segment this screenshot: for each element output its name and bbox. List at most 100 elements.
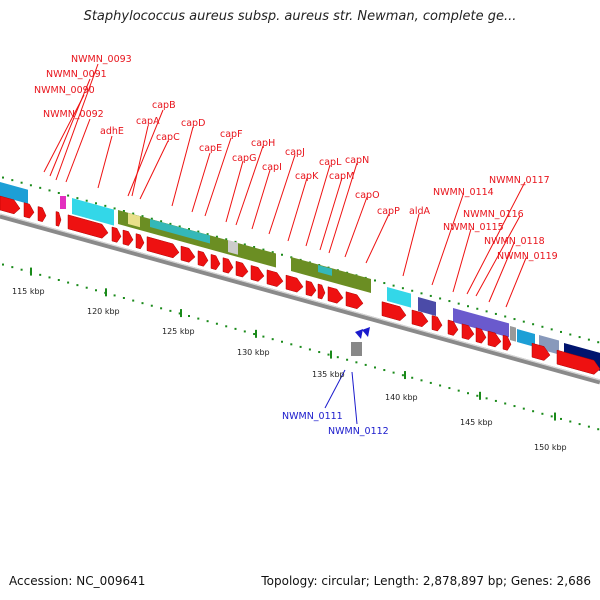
feature-purple-2[interactable]	[453, 308, 509, 338]
gene-arrow[interactable]	[531, 342, 551, 361]
gene-label[interactable]: capB	[152, 100, 176, 111]
gene-arrow[interactable]	[250, 265, 265, 282]
tick-dot	[485, 397, 488, 400]
gene-label[interactable]: capP	[377, 206, 400, 217]
tick-dot	[160, 220, 163, 223]
gene-label[interactable]: capL	[319, 157, 342, 168]
gene-label[interactable]: NWMN_0117	[489, 175, 550, 186]
gene-label[interactable]: NWMN_0093	[71, 54, 132, 65]
tick-dot	[2, 176, 4, 179]
tick-dot	[504, 315, 507, 318]
gene-arrow[interactable]	[67, 214, 109, 239]
tick-dot	[39, 273, 42, 276]
gene-label[interactable]: capF	[220, 129, 243, 140]
gene-arrow[interactable]	[556, 349, 600, 375]
tick-dot	[95, 202, 97, 205]
tick-dot	[141, 215, 144, 218]
tick-dot	[411, 289, 414, 292]
tick-dot	[95, 289, 97, 292]
gene-arrow[interactable]	[222, 257, 234, 274]
gene-arrow[interactable]	[135, 233, 145, 250]
gene-arrow[interactable]	[447, 319, 459, 336]
gene-arrow[interactable]	[111, 226, 122, 243]
gene-arrow[interactable]	[431, 315, 443, 332]
gene-label[interactable]: NWMN_0118	[484, 236, 545, 247]
gene-label[interactable]: adhE	[100, 126, 124, 137]
gene-labels-forward: NWMN_0093 NWMN_0091 NWMN_0090 NWMN_0092 …	[34, 54, 558, 262]
gene-label[interactable]: capO	[355, 190, 380, 201]
gene-arrow[interactable]	[146, 236, 180, 259]
tick-dot	[364, 363, 367, 366]
gene-arrow[interactable]	[210, 254, 221, 271]
gene-label[interactable]: NWMN_0119	[497, 251, 558, 262]
tick-dot	[225, 238, 228, 241]
tick-dot	[234, 240, 237, 243]
feature-magenta[interactable]	[60, 196, 66, 209]
gene-label-reverse[interactable]: NWMN_0111	[282, 411, 343, 422]
gene-label[interactable]: capD	[181, 118, 205, 129]
gene-label[interactable]: capK	[295, 171, 319, 182]
gene-arrow[interactable]	[235, 260, 249, 278]
gene-arrow[interactable]	[266, 269, 284, 287]
tick-dot	[383, 282, 386, 285]
gene-arrow[interactable]	[475, 327, 487, 344]
feature-grey-small[interactable]	[510, 326, 516, 342]
gene-label[interactable]: NWMN_0116	[463, 209, 524, 220]
gene-label-reverse[interactable]: NWMN_0112	[328, 426, 389, 437]
gene-label[interactable]: capM	[329, 171, 354, 182]
gene-label[interactable]: NWMN_0115	[443, 222, 504, 233]
gene-arrow[interactable]	[23, 202, 35, 219]
scale-label: 150 kbp	[534, 443, 567, 452]
cap-cluster-yellow[interactable]	[128, 213, 140, 228]
tick-dot	[494, 399, 497, 402]
gene-arrow[interactable]	[122, 229, 134, 246]
gene-arrow[interactable]	[180, 245, 196, 263]
feature-cyan-2[interactable]	[72, 198, 114, 226]
tick-dot	[485, 310, 488, 313]
gene-arrow[interactable]	[327, 286, 344, 304]
gene-arrow[interactable]	[487, 330, 502, 348]
gene-label[interactable]: NWMN_0114	[433, 187, 494, 198]
gene-label[interactable]: NWMN_0091	[46, 69, 107, 80]
gene-label[interactable]: capI	[262, 162, 282, 173]
cap-cluster-2-cyan[interactable]	[318, 264, 332, 276]
tick-dot	[420, 292, 423, 295]
gene-label[interactable]: aldA	[409, 206, 430, 217]
gene-arrow[interactable]	[461, 323, 475, 340]
gene-arrow[interactable]	[305, 280, 317, 297]
feature-cyan-1[interactable]	[0, 182, 28, 204]
gene-label[interactable]: capE	[199, 143, 222, 154]
gene-label[interactable]: capN	[345, 155, 369, 166]
feature-aldA-cyan[interactable]	[387, 287, 411, 308]
feature-cyan-3[interactable]	[517, 329, 535, 347]
cap-cluster-cyan[interactable]	[150, 219, 210, 244]
gene-arrow[interactable]	[197, 250, 209, 267]
gene-arrow[interactable]	[37, 206, 47, 223]
reverse-arrow-1[interactable]	[362, 327, 370, 337]
gene-label[interactable]: capH	[251, 138, 275, 149]
gene-arrow[interactable]	[411, 309, 429, 328]
gene-label[interactable]: NWMN_0092	[43, 109, 104, 120]
tick-dot	[215, 235, 218, 238]
feature-purple-1[interactable]	[418, 297, 436, 316]
gene-arrow[interactable]	[381, 301, 407, 321]
gene-label[interactable]: capA	[136, 116, 160, 127]
gene-label[interactable]: capG	[232, 153, 256, 164]
gene-arrow[interactable]	[317, 283, 326, 300]
gene-label[interactable]: capC	[156, 132, 180, 143]
genome-backbone-highlight	[0, 213, 600, 381]
gene-arrow[interactable]	[502, 334, 512, 351]
tick-dot	[429, 294, 432, 297]
tick-dot	[457, 389, 460, 392]
tick-dot	[243, 330, 246, 333]
reverse-arrow-2[interactable]	[355, 329, 363, 339]
gene-arrow[interactable]	[0, 195, 21, 215]
reverse-grey-feature[interactable]	[351, 342, 362, 356]
gene-label[interactable]: NWMN_0090	[34, 85, 95, 96]
gene-arrow[interactable]	[55, 211, 62, 227]
gene-arrow[interactable]	[345, 291, 364, 310]
gene-arrow[interactable]	[285, 274, 304, 293]
cap-cluster-grey[interactable]	[228, 239, 238, 255]
gene-label[interactable]: capJ	[285, 147, 305, 158]
